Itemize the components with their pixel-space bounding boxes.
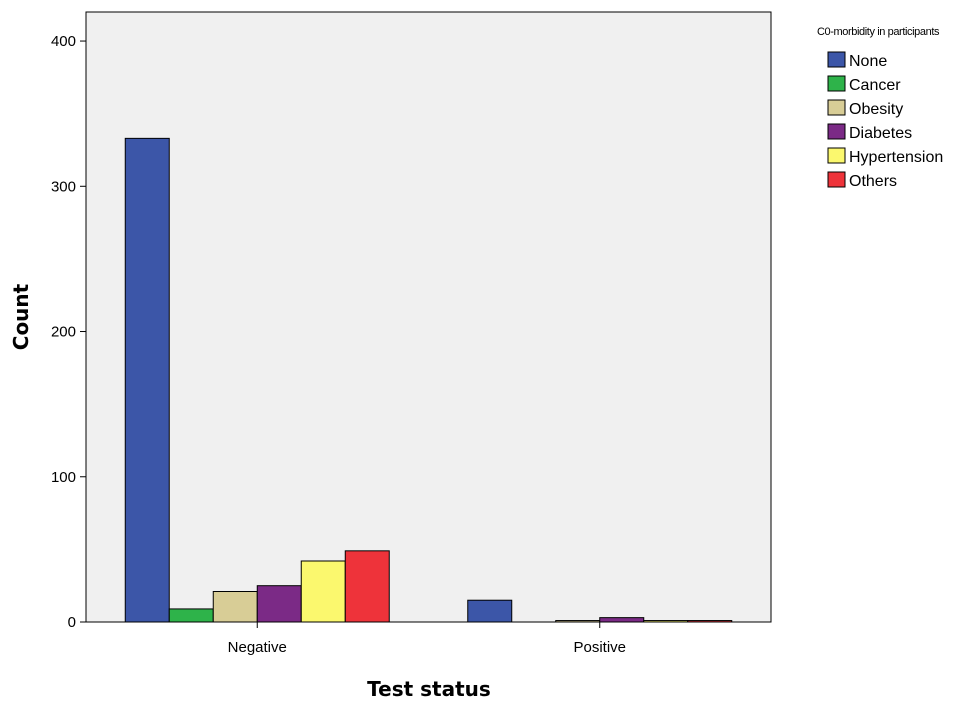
bar-diabetes-negative [256, 585, 302, 623]
legend-label: Cancer [849, 77, 901, 94]
bar-others-positive [687, 620, 733, 623]
y-axis-title: Count [9, 283, 33, 350]
x-axis-title: Test status [367, 677, 491, 701]
legend-label: Obesity [849, 101, 903, 118]
bar-hypertension-negative [300, 560, 346, 623]
bar-cancer-negative [168, 608, 214, 623]
y-tick-label: 300 [51, 178, 76, 195]
legend-swatch [827, 75, 846, 92]
legend-label: None [849, 53, 887, 70]
legend-swatch [827, 147, 846, 164]
y-axis: 0 100 200 300 400 [51, 33, 86, 631]
bar-hypertension-positive [643, 620, 689, 623]
bar-obesity-negative [212, 591, 258, 623]
legend-label: Hypertension [849, 149, 943, 166]
x-tick-label: Positive [573, 639, 626, 656]
legend-swatch [827, 51, 846, 68]
bar-diabetes-positive [599, 617, 645, 623]
y-tick-label: 200 [51, 324, 76, 341]
legend-label: Others [849, 173, 897, 190]
plot-area [85, 11, 772, 623]
legend-label: Diabetes [849, 125, 912, 142]
legend-swatch [827, 99, 846, 116]
legend-swatch [827, 171, 846, 188]
bar-none-negative [124, 137, 170, 623]
bar-others-negative [344, 550, 390, 623]
bar-none-positive [467, 599, 513, 623]
y-tick-label: 100 [51, 469, 76, 486]
legend-swatch [827, 123, 846, 140]
bar-obesity-positive [555, 620, 601, 623]
legend: None Cancer Obesity Diabetes Hypertension Oth… [827, 51, 943, 190]
x-axis: Negative Positive [228, 622, 626, 656]
x-tick-label: Negative [228, 639, 287, 656]
bars [124, 137, 733, 623]
legend-title: C0-morbidity in participants [817, 26, 940, 38]
y-tick-label: 0 [68, 614, 76, 631]
y-tick-label: 400 [51, 33, 76, 50]
